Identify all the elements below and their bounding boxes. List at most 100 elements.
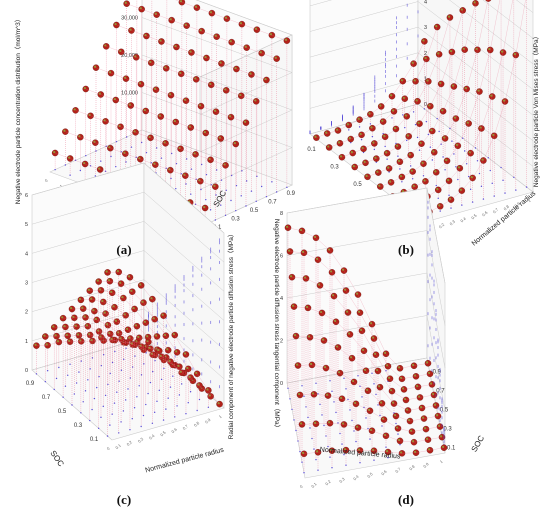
series-line bbox=[316, 41, 425, 138]
wall-projection bbox=[183, 275, 185, 279]
floor-projection bbox=[327, 445, 329, 448]
data-point-highlight bbox=[462, 47, 465, 50]
floor-projection bbox=[480, 185, 483, 188]
soc-tick-label: 0.3 bbox=[330, 164, 339, 170]
wall-projection bbox=[433, 317, 435, 321]
data-point-highlight bbox=[56, 340, 60, 343]
floor-projection bbox=[167, 397, 169, 399]
wall-projection bbox=[174, 346, 176, 350]
data-point-highlight bbox=[300, 422, 303, 425]
wall-projection bbox=[363, 92, 365, 96]
data-point-highlight bbox=[83, 87, 86, 90]
data-point-highlight bbox=[318, 283, 321, 286]
data-point-highlight bbox=[194, 77, 197, 80]
wall-projection bbox=[219, 385, 220, 389]
data-point-highlight bbox=[93, 140, 96, 143]
floor-projection bbox=[311, 437, 313, 440]
floor-projection bbox=[343, 377, 345, 379]
series-line bbox=[107, 271, 220, 405]
floor-projection bbox=[187, 402, 189, 404]
wall-projection bbox=[363, 95, 365, 99]
data-point-highlight bbox=[346, 123, 349, 126]
data-point-highlight bbox=[154, 12, 157, 15]
data-point-highlight bbox=[169, 93, 172, 96]
data-point-highlight bbox=[411, 61, 414, 64]
data-point-highlight bbox=[254, 27, 258, 30]
data-point-highlight bbox=[352, 165, 355, 168]
wall-projection bbox=[192, 274, 194, 278]
wall-projection bbox=[363, 102, 365, 106]
wall-projection bbox=[192, 265, 194, 269]
data-point-highlight bbox=[96, 279, 99, 282]
wall-projection bbox=[385, 65, 386, 69]
wall-projection bbox=[219, 238, 220, 242]
floor-projection bbox=[474, 147, 477, 149]
data-point-highlight bbox=[387, 166, 390, 169]
soc-tick-label: 0.3 bbox=[231, 216, 240, 222]
floor-projection bbox=[140, 425, 142, 428]
data-point-highlight bbox=[413, 79, 416, 82]
wall-projection bbox=[174, 287, 176, 291]
wall-projection bbox=[435, 341, 437, 345]
wall-projection bbox=[431, 250, 433, 254]
data-point-highlight bbox=[213, 184, 216, 187]
series-line bbox=[54, 326, 167, 358]
floor-projection bbox=[297, 440, 299, 442]
wall-projection bbox=[374, 89, 376, 93]
series-line bbox=[80, 299, 193, 381]
data-point-highlight bbox=[105, 270, 108, 273]
data-point-highlight bbox=[389, 94, 393, 97]
floor-projection bbox=[515, 189, 517, 191]
wall-projection bbox=[201, 358, 203, 362]
radius-tick-label: 0.5 bbox=[366, 471, 374, 479]
floor-projection bbox=[402, 114, 404, 116]
data-marks bbox=[284, 200, 448, 474]
z-tick-label: 3 bbox=[424, 25, 427, 31]
floor-projection bbox=[325, 435, 327, 437]
data-point-highlight bbox=[337, 141, 341, 144]
data-point-highlight bbox=[83, 315, 86, 318]
z-tick-label: 6 bbox=[280, 254, 283, 260]
wall-projection bbox=[156, 302, 158, 306]
z-gridline bbox=[31, 308, 225, 380]
floor-projection bbox=[89, 419, 91, 422]
wall-projection bbox=[192, 268, 194, 272]
data-point-highlight bbox=[209, 11, 213, 14]
floor-projection bbox=[465, 163, 468, 165]
floor-projection bbox=[149, 381, 152, 384]
data-point-highlight bbox=[78, 135, 81, 138]
wall-projection bbox=[156, 310, 158, 314]
wall-projection bbox=[342, 114, 343, 118]
data-point-highlight bbox=[449, 197, 452, 200]
wall-projection bbox=[183, 359, 185, 363]
wall-projection bbox=[417, 10, 419, 14]
wall-projection bbox=[156, 325, 158, 329]
data-point-highlight bbox=[65, 333, 68, 336]
wall-projection bbox=[192, 308, 194, 312]
floor-projection bbox=[305, 406, 307, 408]
wall-projection bbox=[427, 230, 429, 234]
data-point-highlight bbox=[410, 169, 413, 172]
data-point-highlight bbox=[203, 131, 206, 134]
series-line bbox=[287, 227, 429, 369]
floor-projection bbox=[158, 389, 160, 392]
wall-projection bbox=[437, 364, 439, 368]
data-point-highlight bbox=[400, 79, 403, 82]
data-point-highlight bbox=[339, 155, 343, 158]
data-point-highlight bbox=[78, 297, 82, 301]
data-point-highlight bbox=[501, 50, 504, 53]
floor-projection bbox=[162, 419, 165, 421]
wall-projection bbox=[363, 100, 365, 104]
floor-projection bbox=[190, 168, 193, 170]
wall-projection bbox=[183, 289, 185, 293]
data-point-highlight bbox=[385, 151, 388, 154]
floor-projection bbox=[113, 402, 116, 404]
data-point-highlight bbox=[119, 49, 122, 53]
data-point-highlight bbox=[199, 29, 202, 32]
floor-projection bbox=[165, 408, 167, 410]
data-point-highlight bbox=[436, 414, 439, 417]
floor-projection bbox=[435, 184, 437, 187]
data-point-highlight bbox=[421, 161, 424, 164]
